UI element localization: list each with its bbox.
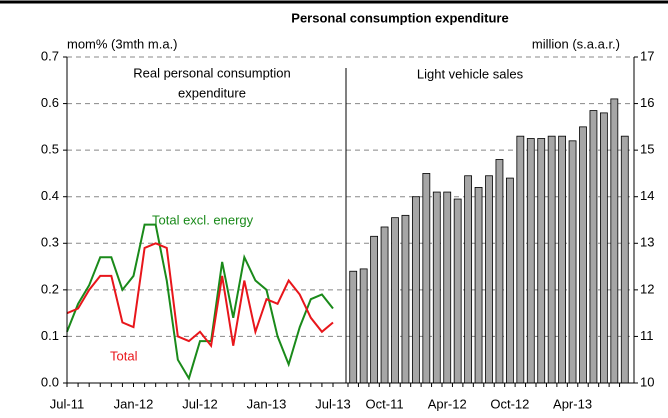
bar bbox=[610, 98, 619, 384]
bar bbox=[620, 135, 629, 384]
y-tick-label: 0.0 bbox=[41, 374, 59, 389]
bar bbox=[485, 175, 493, 384]
bar bbox=[380, 226, 389, 384]
y-tick-label: 11 bbox=[640, 328, 654, 343]
y-tick-label: 13 bbox=[640, 235, 654, 250]
y-tick-label: 0.3 bbox=[41, 235, 59, 250]
bar bbox=[579, 126, 587, 384]
y-tick-label: 0.4 bbox=[41, 188, 59, 203]
y-tick-label: 0.2 bbox=[41, 281, 59, 296]
bar bbox=[474, 186, 483, 384]
x-tick-label: Apr-12 bbox=[428, 396, 467, 411]
bar bbox=[422, 173, 431, 384]
y-tick-label: 14 bbox=[640, 188, 654, 203]
bar bbox=[537, 138, 546, 384]
series-line bbox=[66, 223, 334, 381]
bar bbox=[432, 191, 441, 384]
y-tick-label: 12 bbox=[640, 281, 654, 296]
bar bbox=[443, 191, 452, 384]
series-label: Total bbox=[110, 348, 138, 363]
bar bbox=[505, 177, 514, 384]
bar bbox=[568, 140, 577, 384]
chart-title: Personal consumption expenditure bbox=[291, 10, 508, 25]
y-tick-label: 0.5 bbox=[41, 142, 59, 157]
y-tick-label: 16 bbox=[640, 95, 654, 110]
y-tick-label: 17 bbox=[640, 48, 654, 63]
y-tick-label: 0.6 bbox=[41, 95, 59, 110]
x-tick-label: Jul-13 bbox=[315, 396, 350, 411]
annotation: expenditure bbox=[178, 85, 246, 100]
y-tick-label: 15 bbox=[640, 142, 654, 157]
bar bbox=[453, 198, 462, 384]
bar bbox=[401, 214, 410, 384]
x-tick-label: Jan-13 bbox=[247, 396, 287, 411]
x-tick-label: Oct-12 bbox=[490, 396, 529, 411]
bar bbox=[370, 235, 379, 384]
bar bbox=[599, 112, 608, 384]
bar bbox=[349, 270, 358, 384]
series-label: Total excl. energy bbox=[152, 212, 254, 227]
x-tick-label: Apr-13 bbox=[553, 396, 592, 411]
bar bbox=[495, 159, 504, 384]
bar bbox=[464, 175, 473, 384]
bar bbox=[547, 135, 556, 384]
x-tick-label: Jan-12 bbox=[114, 396, 154, 411]
y-tick-label: 10 bbox=[640, 374, 654, 389]
bar bbox=[516, 135, 525, 384]
bar bbox=[391, 217, 399, 384]
x-tick-label: Jul-12 bbox=[182, 396, 217, 411]
annotation: Light vehicle sales bbox=[417, 66, 524, 81]
y-tick-label: 0.7 bbox=[41, 48, 59, 63]
bar bbox=[589, 110, 598, 384]
x-tick-label: Oct-11 bbox=[366, 396, 404, 411]
bar bbox=[359, 268, 368, 384]
y-tick-label: 0.1 bbox=[41, 328, 59, 343]
series-line bbox=[66, 242, 334, 349]
bar bbox=[526, 138, 535, 384]
annotation: Real personal consumption bbox=[133, 65, 291, 80]
bar bbox=[411, 196, 420, 384]
bar bbox=[558, 135, 567, 384]
x-tick-label: Jul-11 bbox=[50, 396, 84, 411]
right-axis-label: million (s.a.a.r.) bbox=[532, 36, 620, 51]
left-axis-label: mom% (3mth m.a.) bbox=[67, 36, 178, 51]
